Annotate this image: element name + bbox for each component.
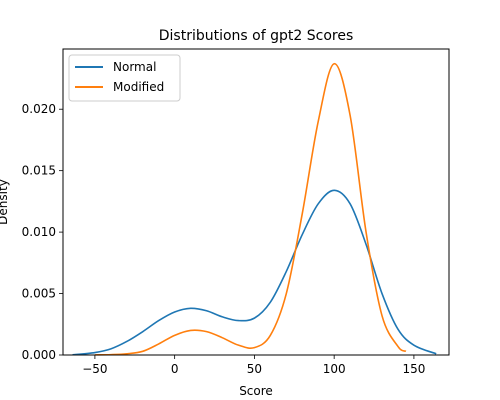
x-axis: −50 0 50 100 150	[82, 355, 425, 376]
series-lines	[72, 62, 437, 356]
series-line-modified	[94, 62, 407, 356]
legend-label-modified: Modified	[113, 80, 164, 94]
y-axis: 0.000 0.005 0.010 0.015 0.020	[22, 102, 63, 362]
legend: Normal Modified	[68, 54, 181, 102]
plot-frame	[62, 48, 450, 356]
legend-label-normal: Normal	[113, 60, 156, 74]
y-axis-label: Density	[0, 179, 10, 225]
x-axis-label: Score	[239, 384, 273, 398]
y-tick-label: 0.000	[22, 348, 56, 362]
x-tick-label: 100	[323, 362, 346, 376]
x-tick-label: 150	[402, 362, 425, 376]
chart-title: Distributions of gpt2 Scores	[159, 28, 354, 44]
x-tick-label: 50	[247, 362, 262, 376]
x-tick-label: −50	[82, 362, 107, 376]
y-tick-label: 0.005	[22, 287, 56, 301]
y-tick-label: 0.015	[22, 164, 56, 178]
x-tick-label: 0	[171, 362, 179, 376]
y-tick-label: 0.020	[22, 102, 56, 116]
y-tick-label: 0.010	[22, 225, 56, 239]
